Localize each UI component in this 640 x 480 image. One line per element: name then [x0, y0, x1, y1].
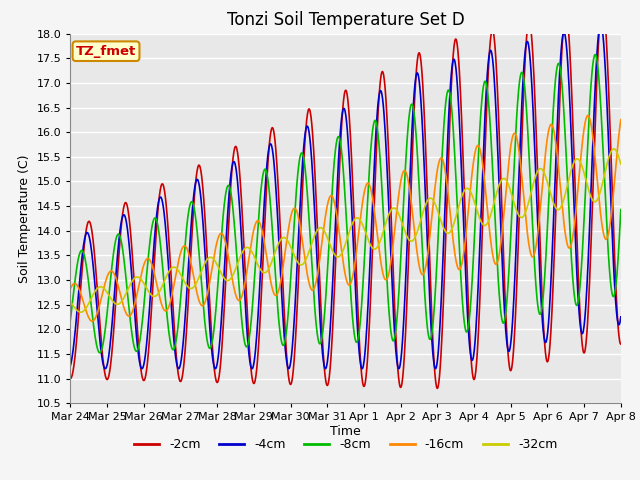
Legend: -2cm, -4cm, -8cm, -16cm, -32cm: -2cm, -4cm, -8cm, -16cm, -32cm	[129, 433, 563, 456]
Text: TZ_fmet: TZ_fmet	[76, 45, 136, 58]
Title: Tonzi Soil Temperature Set D: Tonzi Soil Temperature Set D	[227, 11, 465, 29]
Y-axis label: Soil Temperature (C): Soil Temperature (C)	[18, 154, 31, 283]
X-axis label: Time: Time	[330, 425, 361, 438]
